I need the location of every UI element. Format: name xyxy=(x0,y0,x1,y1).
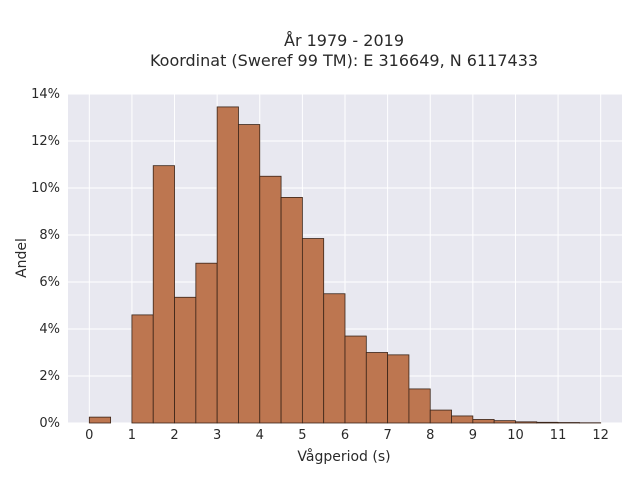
bars xyxy=(88,106,602,424)
histogram-bar xyxy=(472,419,495,424)
x-tick-label: 12 xyxy=(592,428,609,443)
histogram-bar xyxy=(195,262,218,424)
chart-title-line2: Koordinat (Sweref 99 TM): E 316649, N 61… xyxy=(150,51,538,70)
histogram-bar xyxy=(493,420,516,424)
x-tick-label: 8 xyxy=(426,428,434,443)
x-tick-label: 1 xyxy=(128,428,136,443)
y-tick-label: 8% xyxy=(39,228,60,243)
histogram-bar xyxy=(174,296,197,424)
histogram-bar xyxy=(238,124,261,424)
histogram-bar xyxy=(451,415,474,424)
x-tick-label: 10 xyxy=(507,428,524,443)
histogram-bar xyxy=(88,416,112,424)
histogram-bar xyxy=(152,165,175,424)
histogram-bar xyxy=(408,388,431,424)
histogram-bar xyxy=(131,314,154,424)
histogram-bar xyxy=(344,335,367,424)
y-axis-ticks: 0% 2% 4% 6% 8% 10% 12% 14% xyxy=(31,87,60,431)
histogram-bar xyxy=(259,175,282,424)
x-tick-label: 11 xyxy=(550,428,567,443)
histogram-bar xyxy=(216,106,239,424)
x-tick-label: 0 xyxy=(85,428,93,443)
chart-title-line1: År 1979 - 2019 xyxy=(284,31,404,50)
x-tick-label: 6 xyxy=(341,428,349,443)
x-tick-label: 5 xyxy=(298,428,306,443)
y-axis-title: Andel xyxy=(14,238,30,278)
histogram-bar xyxy=(280,196,303,424)
y-tick-label: 0% xyxy=(39,416,60,431)
histogram-bar xyxy=(387,354,410,424)
histogram-bar xyxy=(536,421,559,424)
x-axis-ticks: 0 1 2 3 4 5 6 7 8 9 10 11 12 xyxy=(85,428,609,443)
x-tick-label: 9 xyxy=(469,428,477,443)
histogram-bar xyxy=(429,409,452,424)
histogram-bar xyxy=(365,352,389,424)
y-tick-label: 4% xyxy=(39,322,60,337)
x-tick-label: 4 xyxy=(256,428,264,443)
y-tick-label: 6% xyxy=(39,275,60,290)
y-tick-label: 2% xyxy=(39,369,60,384)
histogram-bar xyxy=(301,238,325,424)
histogram-bar xyxy=(515,421,538,424)
histogram-bar xyxy=(323,293,346,424)
x-tick-label: 7 xyxy=(383,428,391,443)
y-tick-label: 10% xyxy=(31,181,60,196)
y-tick-label: 14% xyxy=(31,87,60,102)
x-tick-label: 3 xyxy=(213,428,221,443)
x-axis-title: Vågperiod (s) xyxy=(297,448,390,465)
x-tick-label: 2 xyxy=(170,428,178,443)
y-tick-label: 12% xyxy=(31,134,60,149)
